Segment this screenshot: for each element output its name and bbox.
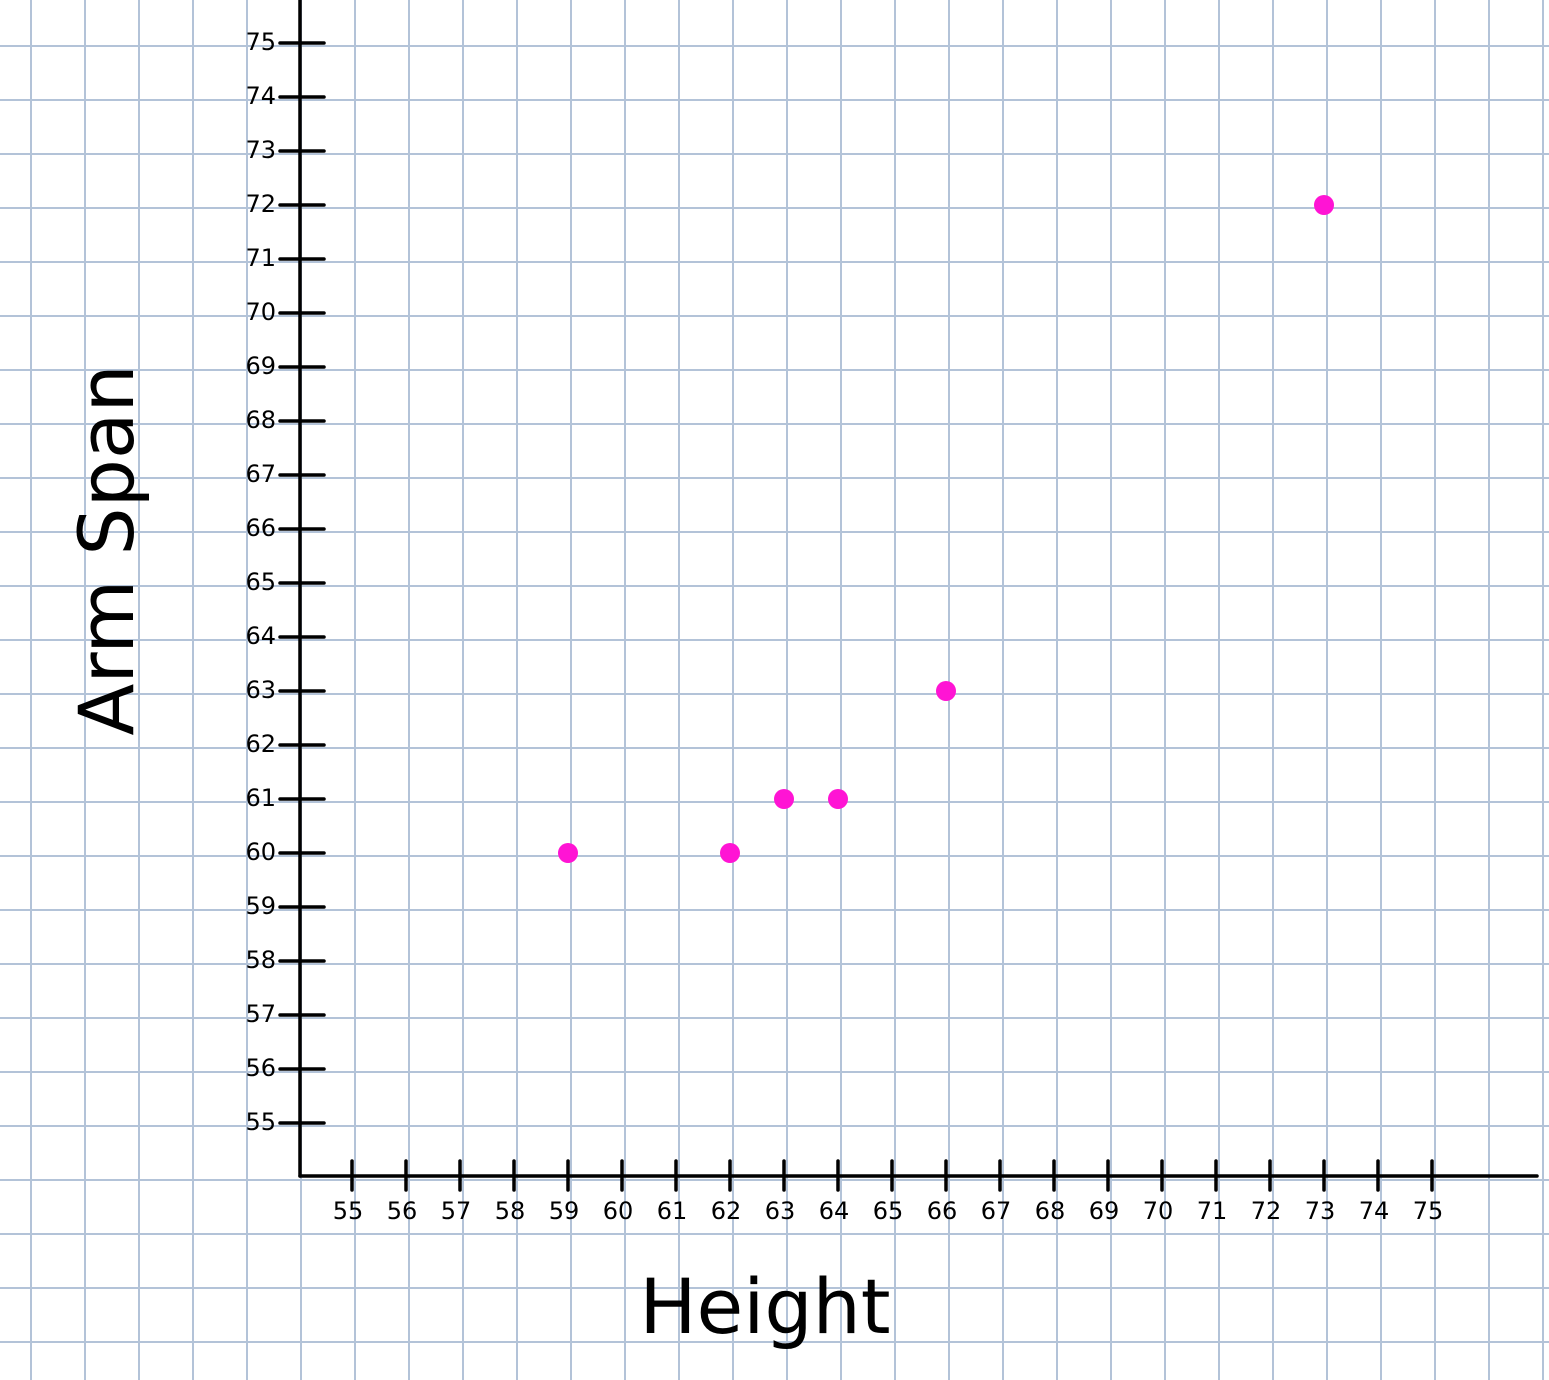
x-tick-label: 61 — [657, 1197, 688, 1225]
y-tick-label: 57 — [245, 1000, 276, 1028]
x-tick-label: 73 — [1305, 1197, 1336, 1225]
x-axis-title: Height — [639, 1262, 890, 1351]
y-tick-label: 60 — [245, 838, 276, 866]
y-tick-label: 73 — [245, 136, 276, 164]
y-tick-label: 58 — [245, 946, 276, 974]
x-tick-label: 62 — [711, 1197, 742, 1225]
y-tick-label: 74 — [245, 82, 276, 110]
x-tick-label: 55 — [333, 1197, 364, 1225]
y-tick-label: 61 — [245, 784, 276, 812]
x-tick-label: 65 — [873, 1197, 904, 1225]
data-point — [774, 789, 794, 809]
y-tick-label: 65 — [245, 568, 276, 596]
data-point — [1314, 195, 1334, 215]
y-tick-label: 66 — [245, 514, 276, 542]
y-tick-label: 69 — [245, 352, 276, 380]
data-point — [558, 843, 578, 863]
y-tick-label: 72 — [245, 190, 276, 218]
x-tick-label: 75 — [1413, 1197, 1444, 1225]
x-tick-label: 72 — [1251, 1197, 1282, 1225]
x-tick-label: 57 — [441, 1197, 472, 1225]
x-tick-label: 64 — [819, 1197, 850, 1225]
x-tick-label: 69 — [1089, 1197, 1120, 1225]
y-tick-label: 56 — [245, 1054, 276, 1082]
x-tick-label: 58 — [495, 1197, 526, 1225]
y-tick-label: 68 — [245, 406, 276, 434]
y-tick-label: 59 — [245, 892, 276, 920]
y-tick-label: 75 — [245, 28, 276, 56]
data-point — [828, 789, 848, 809]
x-tick-label: 56 — [387, 1197, 418, 1225]
x-tick-label: 63 — [765, 1197, 796, 1225]
x-tick-label: 60 — [603, 1197, 634, 1225]
data-point — [936, 681, 956, 701]
x-tick-label: 74 — [1359, 1197, 1390, 1225]
x-tick-label: 67 — [981, 1197, 1012, 1225]
x-tick-label: 70 — [1143, 1197, 1174, 1225]
x-tick-label: 71 — [1197, 1197, 1228, 1225]
y-axis-title: Arm Span — [62, 364, 151, 735]
y-tick-label: 62 — [245, 730, 276, 758]
x-tick-label: 66 — [927, 1197, 958, 1225]
y-tick-label: 67 — [245, 460, 276, 488]
y-tick-label: 71 — [245, 244, 276, 272]
y-tick-label: 64 — [245, 622, 276, 650]
y-tick-label: 55 — [245, 1108, 276, 1136]
x-tick-label: 59 — [549, 1197, 580, 1225]
y-tick-label: 63 — [245, 676, 276, 704]
y-tick-label: 70 — [245, 298, 276, 326]
data-point — [720, 843, 740, 863]
x-tick-label: 68 — [1035, 1197, 1066, 1225]
